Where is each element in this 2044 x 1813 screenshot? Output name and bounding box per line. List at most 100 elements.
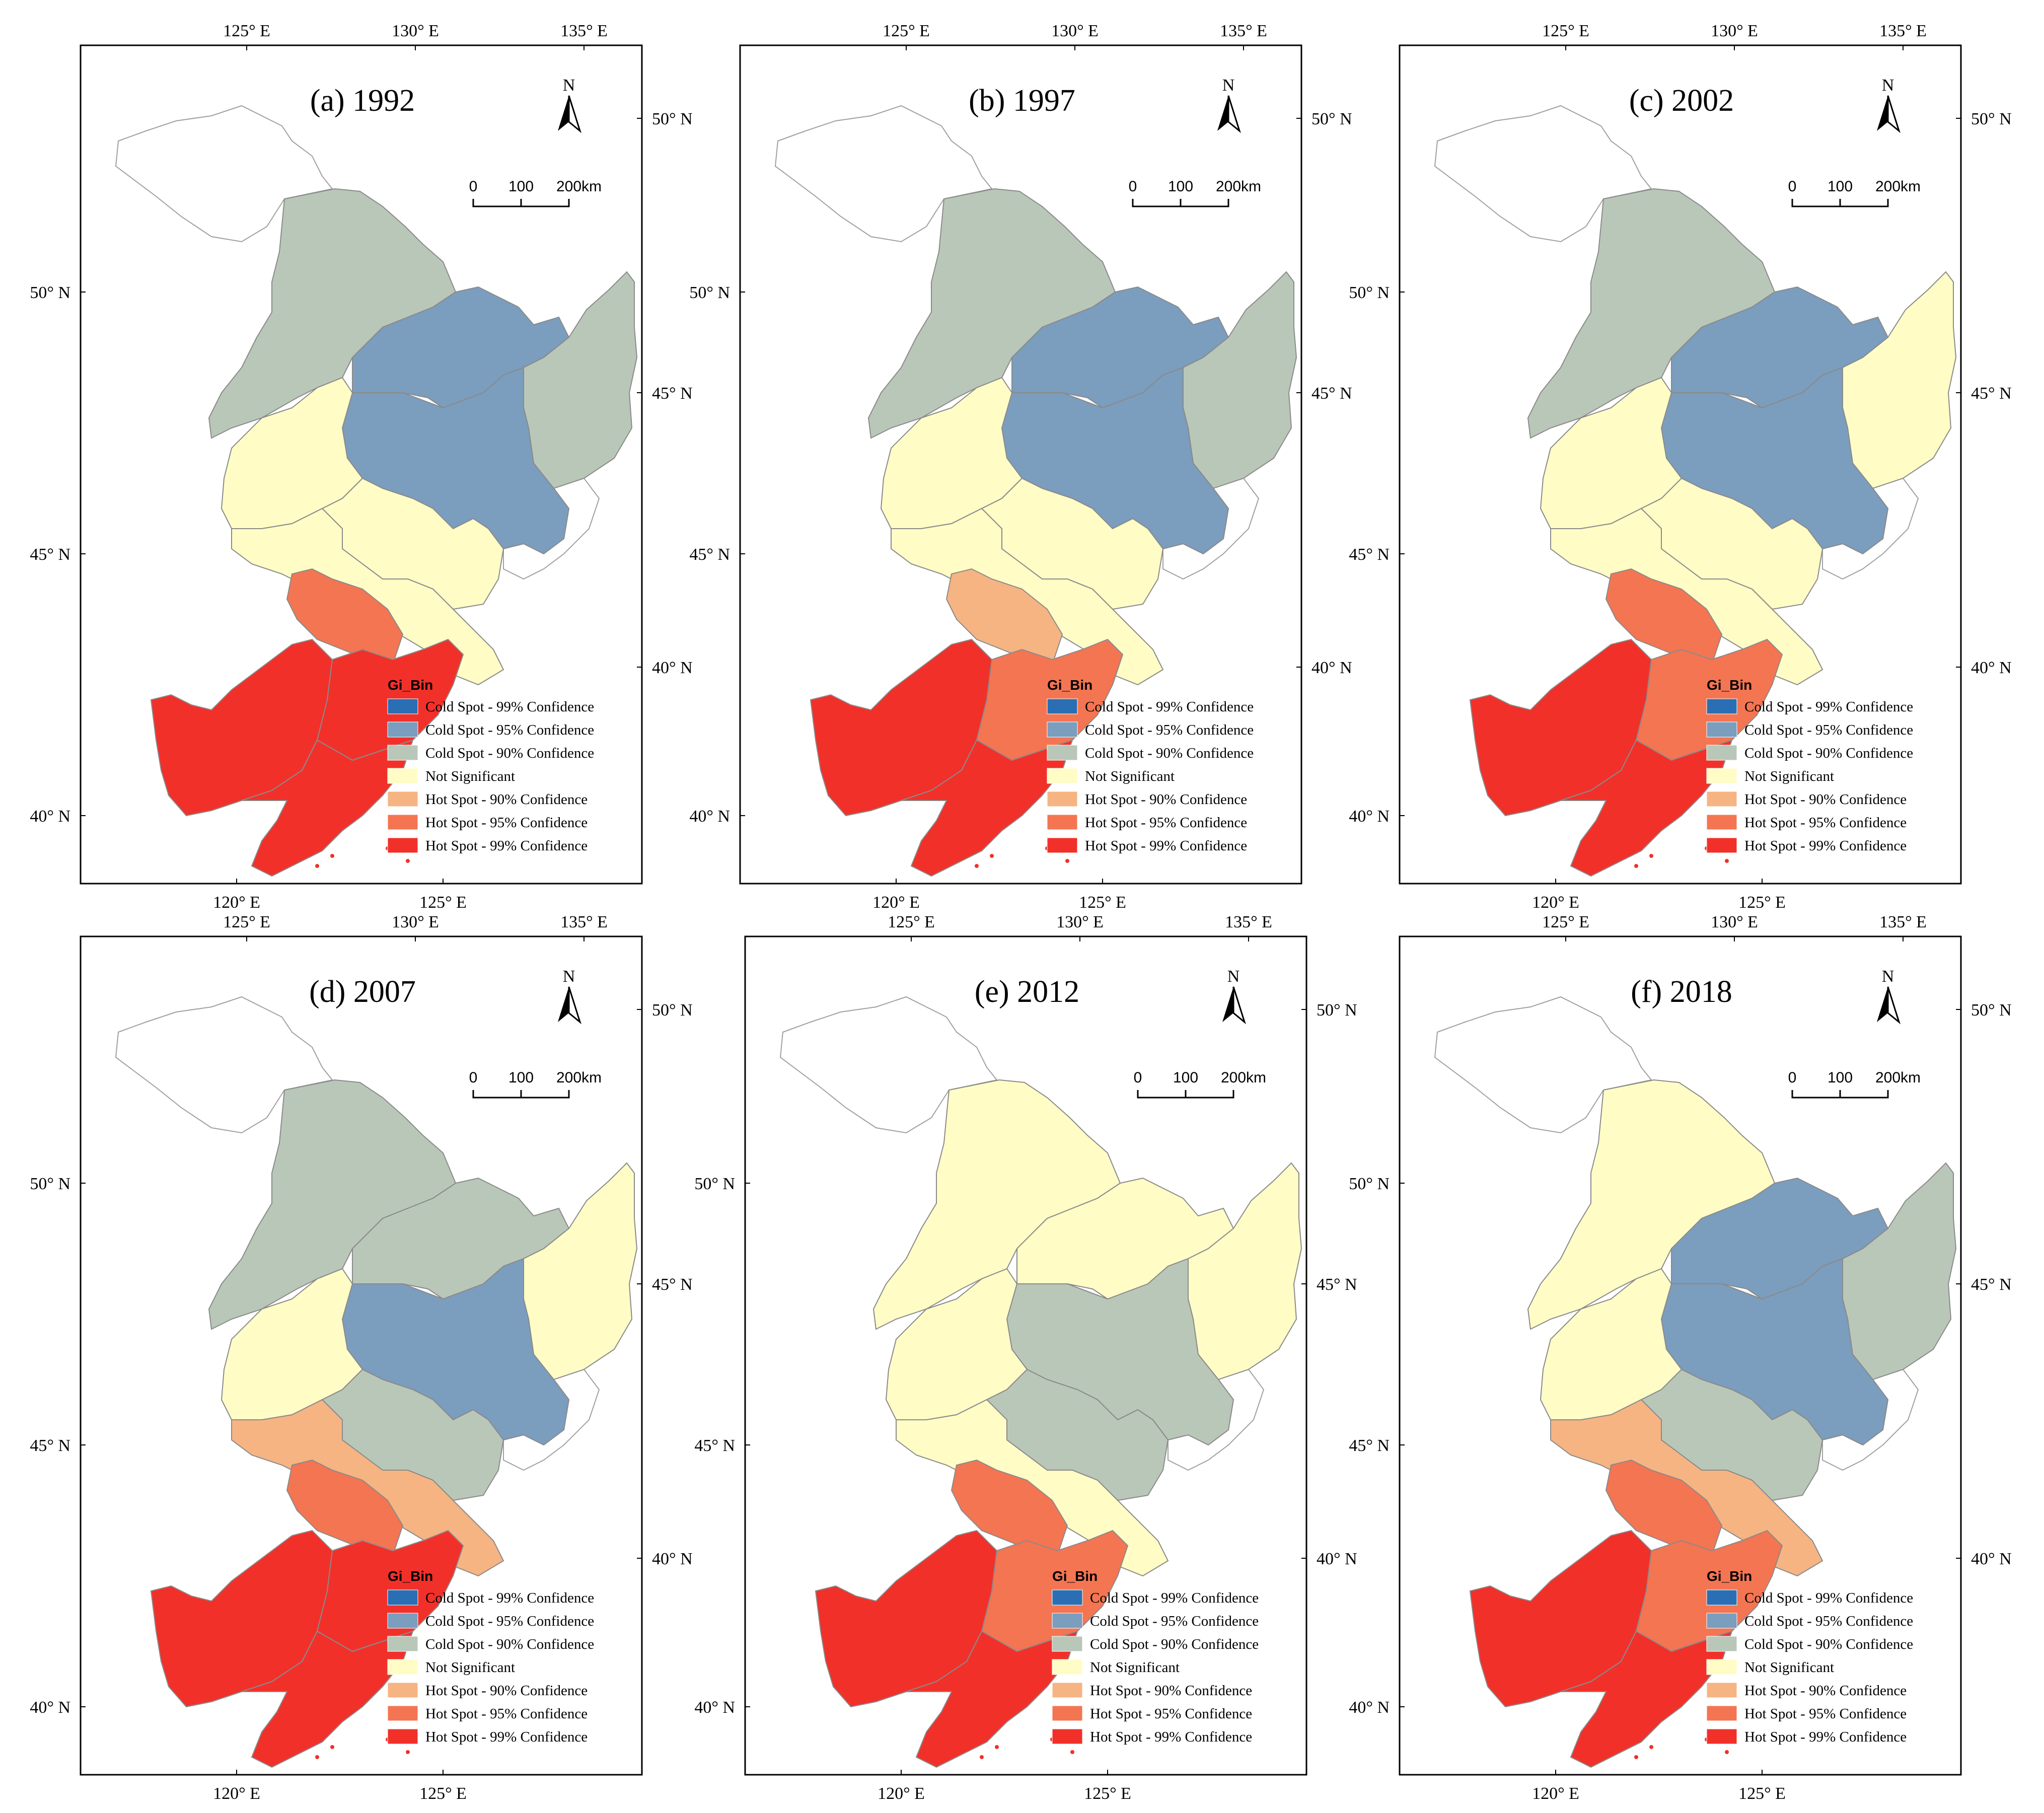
legend-swatch xyxy=(387,1659,418,1675)
legend-label: Hot Spot - 99% Confidence xyxy=(1744,838,1907,854)
island xyxy=(1634,864,1638,868)
island xyxy=(315,864,319,868)
right-tick-label: 50° N xyxy=(652,1001,693,1020)
outline-region xyxy=(1434,996,1652,1134)
top-tick-label: 125° E xyxy=(223,913,270,931)
top-tick-label: 130° E xyxy=(1711,913,1758,931)
legend-title: Gi_Bin xyxy=(388,1568,433,1584)
island xyxy=(990,854,994,858)
legend-label: Not Significant xyxy=(1744,1659,1834,1676)
map-panel: (c) 2002 N 0 100 200km Gi_Bin Cold Spot - 99% … xyxy=(1349,22,2011,912)
legend-label: Hot Spot - 90% Confidence xyxy=(425,791,588,808)
north-label: N xyxy=(563,967,575,986)
right-tick-label: 50° N xyxy=(1311,110,1352,128)
island xyxy=(315,1755,319,1759)
scale-bar-icon: 0 100 200km xyxy=(469,1069,602,1099)
left-tick-label: 50° N xyxy=(30,283,70,302)
scale-label: 100 xyxy=(1173,1069,1198,1086)
legend-label: Hot Spot - 99% Confidence xyxy=(425,1729,588,1745)
legend-swatch xyxy=(1052,1636,1083,1652)
north-arrow-right xyxy=(568,95,581,133)
left-tick-label: 45° N xyxy=(1349,1436,1390,1455)
legend-swatch xyxy=(1706,768,1737,784)
left-tick-label: 40° N xyxy=(1349,1698,1390,1717)
top-tick-label: 125° E xyxy=(1542,22,1589,40)
legend-label: Hot Spot - 95% Confidence xyxy=(1090,1706,1252,1722)
legend-label: Hot Spot - 95% Confidence xyxy=(1085,815,1247,831)
left-tick-label: 45° N xyxy=(30,545,70,564)
right-tick-label: 40° N xyxy=(1311,659,1352,677)
scale-bar-icon: 0 100 200km xyxy=(1129,178,1261,207)
scale-label: 100 xyxy=(1168,178,1193,195)
legend-label: Cold Spot - 90% Confidence xyxy=(425,1636,594,1652)
map-panel: (f) 2018 N 0 100 200km Gi_Bin Cold Spot - 99% … xyxy=(1349,913,2011,1803)
north-arrow-left xyxy=(1877,987,1888,1022)
north-label: N xyxy=(1222,76,1235,95)
legend-label: Hot Spot - 90% Confidence xyxy=(425,1683,588,1699)
legend-swatch xyxy=(1706,698,1737,714)
scale-bar-icon: 0 100 200km xyxy=(1788,178,1921,207)
bottom-tick-label: 120° E xyxy=(1532,1784,1579,1803)
panel-title: (d) 2007 xyxy=(309,975,416,1009)
scale-label: 200km xyxy=(1875,178,1921,195)
legend-title: Gi_Bin xyxy=(1052,1568,1098,1584)
left-tick-label: 50° N xyxy=(1349,1175,1390,1193)
left-tick-label: 50° N xyxy=(1349,283,1390,302)
legend-swatch xyxy=(1047,837,1078,853)
island xyxy=(406,859,410,863)
left-tick-label: 45° N xyxy=(30,1436,70,1455)
legend-label: Hot Spot - 95% Confidence xyxy=(425,1706,588,1722)
scale-label: 100 xyxy=(1828,178,1853,195)
legend-swatch xyxy=(387,814,418,830)
island xyxy=(1725,1750,1729,1754)
legend-label: Hot Spot - 99% Confidence xyxy=(425,838,588,854)
legend-label: Not Significant xyxy=(425,768,515,784)
legend-label: Hot Spot - 99% Confidence xyxy=(1090,1729,1252,1745)
left-tick-label: 40° N xyxy=(694,1698,735,1717)
island xyxy=(330,1745,334,1749)
bottom-tick-label: 125° E xyxy=(1738,893,1786,912)
scale-line xyxy=(1791,199,1889,207)
scale-bar-icon: 0 100 200km xyxy=(1788,1069,1921,1099)
legend-label: Cold Spot - 95% Confidence xyxy=(425,1613,594,1629)
north-arrow-left xyxy=(1217,96,1228,131)
left-tick-label: 40° N xyxy=(1349,807,1390,826)
outline-region xyxy=(779,996,998,1134)
legend-swatch xyxy=(1052,1613,1083,1629)
legend-swatch xyxy=(1706,721,1737,738)
legend-swatch xyxy=(1047,721,1078,738)
bottom-tick-label: 120° E xyxy=(872,893,920,912)
north-arrow-icon: N xyxy=(558,967,581,1025)
scale-line xyxy=(472,199,570,207)
legend-title: Gi_Bin xyxy=(1047,677,1092,693)
legend: Gi_Bin Cold Spot - 99% Confidence Cold Spo… xyxy=(1052,1568,1259,1745)
legend-label: Cold Spot - 99% Confidence xyxy=(425,699,594,715)
top-tick-label: 130° E xyxy=(1051,22,1099,40)
legend-swatch xyxy=(1706,1728,1737,1745)
scale-label: 100 xyxy=(508,1069,534,1086)
top-tick-label: 135° E xyxy=(560,913,608,931)
legend-label: Cold Spot - 95% Confidence xyxy=(425,722,594,738)
map-panel: (b) 1997 N 0 100 200km Gi_Bin Cold Spot - 99% … xyxy=(689,22,1352,912)
legend-swatch xyxy=(387,1705,418,1721)
north-arrow-icon: N xyxy=(1222,967,1246,1025)
map-panel: (d) 2007 N 0 100 200km Gi_Bin Cold Spot - 99% … xyxy=(30,913,692,1803)
legend-label: Not Significant xyxy=(425,1659,515,1676)
map-panel: (e) 2012 N 0 100 200km Gi_Bin Cold Spot - 99% … xyxy=(694,913,1357,1803)
region-liaoning-s xyxy=(901,739,1073,877)
north-label: N xyxy=(1227,967,1240,986)
region-liaoning-s xyxy=(906,1630,1078,1768)
legend-swatch xyxy=(1706,1659,1737,1675)
right-tick-label: 40° N xyxy=(1317,1550,1357,1568)
legend-swatch xyxy=(1706,837,1737,853)
legend-swatch xyxy=(1047,814,1078,830)
legend-label: Cold Spot - 90% Confidence xyxy=(1085,745,1254,761)
left-tick-label: 45° N xyxy=(1349,545,1390,564)
region-liaoning-s xyxy=(1560,1630,1733,1768)
legend-label: Not Significant xyxy=(1744,768,1834,784)
right-tick-label: 50° N xyxy=(652,110,693,128)
left-tick-label: 40° N xyxy=(30,1698,70,1717)
outline-region xyxy=(115,105,333,243)
legend: Gi_Bin Cold Spot - 99% Confidence Cold Spo… xyxy=(387,677,594,854)
island xyxy=(1070,1750,1074,1754)
